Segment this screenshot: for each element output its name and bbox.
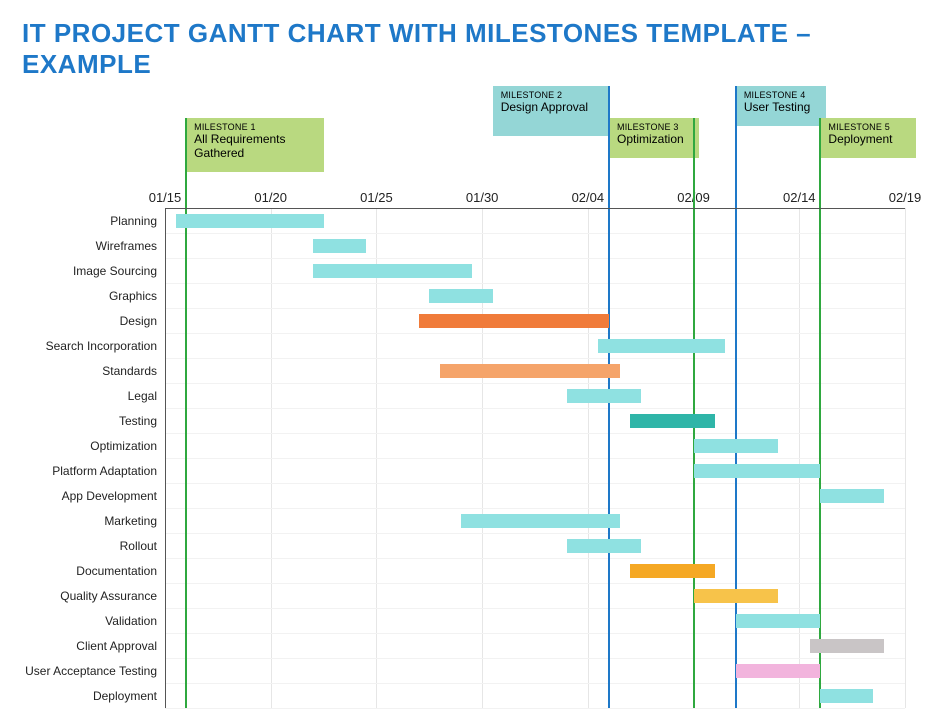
- milestone-number: MILESTONE 4: [744, 90, 818, 100]
- gantt-bar: [598, 339, 725, 353]
- gantt-bar: [419, 314, 609, 328]
- milestone-box: MILESTONE 2Design Approval: [493, 86, 609, 136]
- grid-line-horizontal: [165, 633, 905, 634]
- milestone-number: MILESTONE 5: [828, 122, 907, 132]
- milestone-box: MILESTONE 1All Requirements Gathered: [186, 118, 323, 172]
- grid-line-horizontal: [165, 333, 905, 334]
- gantt-bar: [736, 614, 821, 628]
- grid-line-horizontal: [165, 308, 905, 309]
- grid-line-horizontal: [165, 658, 905, 659]
- milestone-label: Optimization: [617, 133, 691, 147]
- task-label: Validation: [2, 614, 157, 628]
- milestone-number: MILESTONE 2: [501, 90, 601, 100]
- task-label: Legal: [2, 389, 157, 403]
- task-label: Image Sourcing: [2, 264, 157, 278]
- grid-line-horizontal: [165, 233, 905, 234]
- task-label: User Acceptance Testing: [2, 664, 157, 678]
- task-label: Quality Assurance: [2, 589, 157, 603]
- gantt-bar: [694, 589, 779, 603]
- x-tick-label: 01/20: [254, 190, 287, 205]
- grid-line-horizontal: [165, 283, 905, 284]
- gantt-bar: [567, 389, 641, 403]
- grid-line-horizontal: [165, 408, 905, 409]
- gantt-bar: [461, 514, 620, 528]
- grid-line-horizontal: [165, 258, 905, 259]
- task-label: Graphics: [2, 289, 157, 303]
- milestone-label: Design Approval: [501, 101, 601, 115]
- gantt-bar: [820, 489, 883, 503]
- gantt-bar: [313, 239, 366, 253]
- gantt-bar: [736, 664, 821, 678]
- grid-line-horizontal: [165, 683, 905, 684]
- grid-line-horizontal: [165, 533, 905, 534]
- gantt-bar: [176, 214, 324, 228]
- gantt-bar: [429, 289, 492, 303]
- milestone-number: MILESTONE 3: [617, 122, 691, 132]
- milestone-label: User Testing: [744, 101, 818, 115]
- task-label: Standards: [2, 364, 157, 378]
- milestone-box: MILESTONE 5Deployment: [820, 118, 915, 158]
- gantt-bar: [694, 439, 779, 453]
- page-title: IT PROJECT GANTT CHART WITH MILESTONES T…: [0, 0, 943, 80]
- x-tick-label: 02/19: [889, 190, 922, 205]
- grid-line-horizontal: [165, 483, 905, 484]
- task-label: Deployment: [2, 689, 157, 703]
- task-label: Optimization: [2, 439, 157, 453]
- milestone-line: [185, 118, 187, 708]
- x-tick-label: 01/15: [149, 190, 182, 205]
- gantt-bar: [694, 464, 821, 478]
- axis-line-top: [165, 208, 905, 209]
- task-label: Planning: [2, 214, 157, 228]
- milestone-box: MILESTONE 4User Testing: [736, 86, 826, 126]
- milestone-label: Deployment: [828, 133, 907, 147]
- milestone-label: All Requirements Gathered: [194, 133, 315, 161]
- task-label: Wireframes: [2, 239, 157, 253]
- task-label: Client Approval: [2, 639, 157, 653]
- task-label: Design: [2, 314, 157, 328]
- gantt-bar: [630, 414, 715, 428]
- grid-line-vertical: [905, 208, 906, 708]
- task-label: Search Incorporation: [2, 339, 157, 353]
- gantt-bar: [810, 639, 884, 653]
- task-label: Rollout: [2, 539, 157, 553]
- x-tick-label: 02/14: [783, 190, 816, 205]
- gantt-bar: [567, 539, 641, 553]
- task-label: App Development: [2, 489, 157, 503]
- grid-line-horizontal: [165, 583, 905, 584]
- x-tick-label: 01/30: [466, 190, 499, 205]
- grid-line-horizontal: [165, 508, 905, 509]
- gantt-bar: [313, 264, 472, 278]
- grid-line-horizontal: [165, 358, 905, 359]
- task-label: Testing: [2, 414, 157, 428]
- grid-line-horizontal: [165, 608, 905, 609]
- task-label: Documentation: [2, 564, 157, 578]
- task-label: Platform Adaptation: [2, 464, 157, 478]
- gantt-bar: [440, 364, 620, 378]
- grid-line-horizontal: [165, 558, 905, 559]
- milestone-box: MILESTONE 3Optimization: [609, 118, 699, 158]
- gantt-bar: [820, 689, 873, 703]
- grid-line-horizontal: [165, 383, 905, 384]
- milestone-number: MILESTONE 1: [194, 122, 315, 132]
- task-label: Marketing: [2, 514, 157, 528]
- grid-line-horizontal: [165, 458, 905, 459]
- x-tick-label: 02/04: [572, 190, 605, 205]
- grid-line-horizontal: [165, 433, 905, 434]
- axis-line-left: [165, 208, 166, 708]
- gantt-chart: MILESTONE 1All Requirements GatheredMILE…: [0, 70, 943, 690]
- x-tick-label: 01/25: [360, 190, 393, 205]
- gantt-bar: [630, 564, 715, 578]
